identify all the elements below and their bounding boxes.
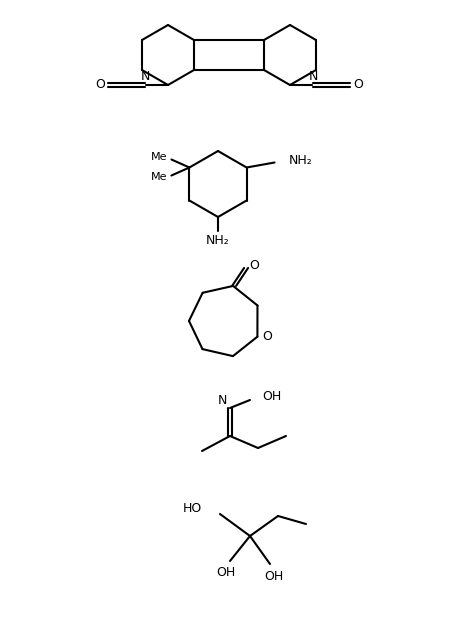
Text: Me: Me [151,172,168,182]
Text: O: O [249,259,259,273]
Text: N: N [308,69,318,83]
Text: NH₂: NH₂ [289,154,312,167]
Text: O: O [353,78,363,91]
Text: OH: OH [217,567,236,579]
Text: O: O [262,330,272,343]
Text: O: O [95,78,105,91]
Text: Me: Me [151,153,168,163]
Text: N: N [217,394,227,406]
Text: NH₂: NH₂ [206,233,230,247]
Text: OH: OH [262,389,281,403]
Text: HO: HO [183,502,202,516]
Text: OH: OH [264,570,284,582]
Text: N: N [140,69,150,83]
